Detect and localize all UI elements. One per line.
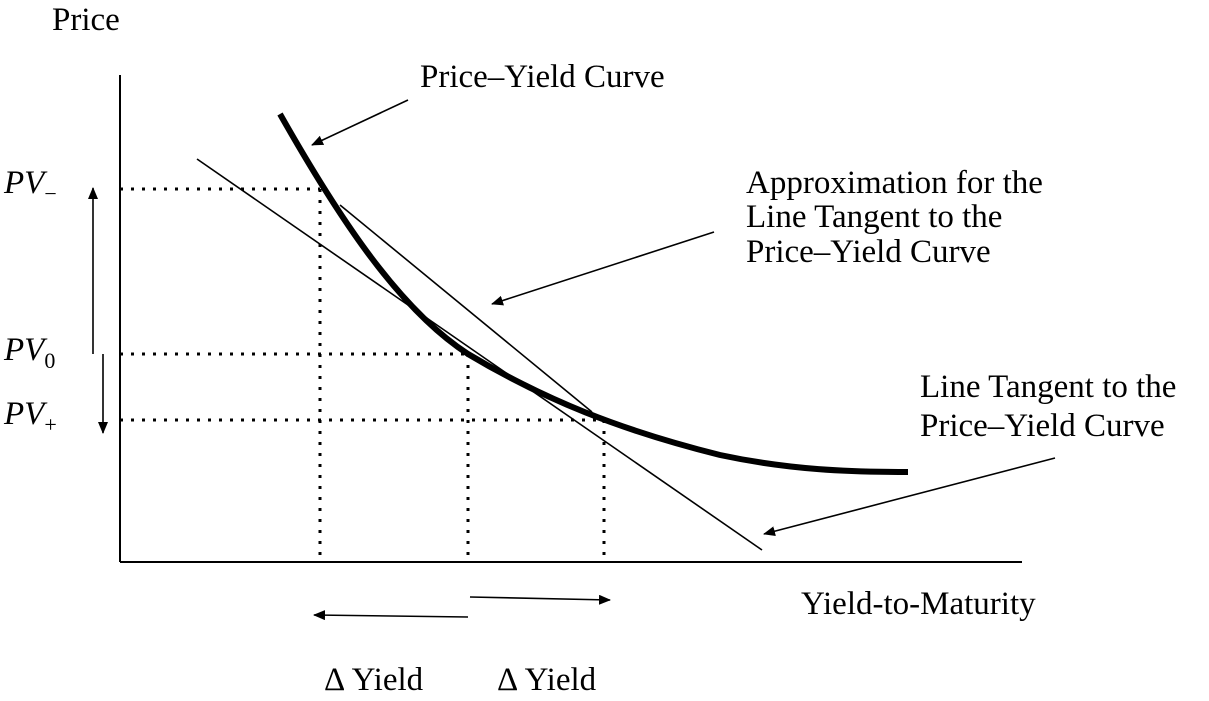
pv-zero-subscript: 0 (44, 348, 55, 373)
pv-plus-subscript: + (44, 412, 56, 437)
tangent-label-arrow (763, 457, 1056, 537)
approx-label-arrow (491, 231, 715, 306)
pv-zero-label: PV0 (3, 332, 55, 373)
yield-increase-arrow (469, 594, 611, 605)
tangent-label-line-1: Line Tangent to the (920, 369, 1176, 405)
curve-label-arrow (311, 99, 409, 146)
pv-plus-label: PV+ (3, 396, 57, 437)
delta-yield-label-right: Δ Yield (497, 662, 597, 698)
tangent-line (196, 158, 763, 551)
curve-label: Price–Yield Curve (420, 59, 665, 95)
approximation-chord (339, 204, 593, 413)
y-axis-label: Price (52, 2, 120, 38)
yield-decrease-arrow (313, 610, 469, 621)
pv-minus-label: PV− (3, 165, 57, 206)
pv-minus-base: PV (3, 165, 48, 201)
tangent-label-line-2: Price–Yield Curve (920, 408, 1165, 444)
x-axis-label: Yield-to-Maturity (801, 586, 1036, 622)
dotted-guides (120, 187, 606, 562)
pv-minus-subscript: − (44, 181, 56, 206)
delta-yield-label-left: Δ Yield (324, 662, 424, 698)
approx-label-line-1: Approximation for the (746, 165, 1043, 201)
approx-label-line-2: Line Tangent to the (746, 199, 1002, 235)
pv-zero-base: PV (3, 332, 48, 368)
approx-label-line-3: Price–Yield Curve (746, 234, 991, 270)
pv-plus-base: PV (3, 396, 48, 432)
price-yield-curve (277, 112, 909, 475)
